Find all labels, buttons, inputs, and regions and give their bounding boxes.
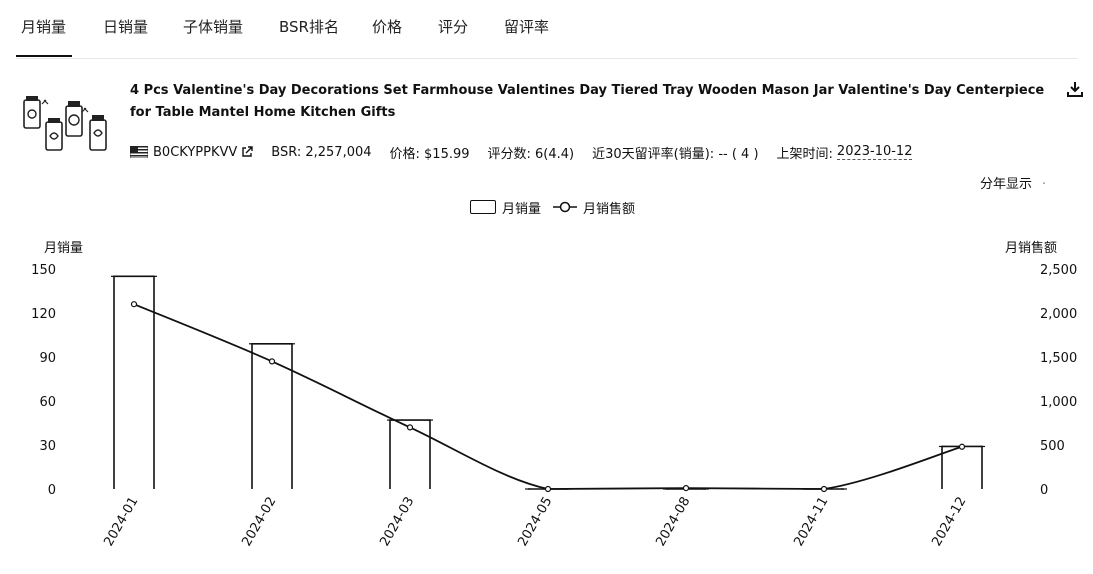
y-right-tick-label: 500: [1040, 439, 1065, 454]
year-toggle-label: 分年显示: [980, 177, 1033, 192]
y-left-tick-label: 120: [31, 307, 56, 322]
x-tick-label: 2024-12: [929, 495, 969, 550]
y-right-tick-label: 2,000: [1040, 307, 1077, 322]
x-tick-label: 2024-08: [653, 495, 693, 550]
line-point: [406, 424, 414, 431]
y-left-tick-label: 60: [39, 395, 56, 410]
line-point: [268, 358, 276, 365]
listed-date-value: 2023-10-12: [836, 144, 913, 160]
bar: [389, 419, 431, 489]
x-tick-label: 2024-02: [239, 495, 279, 550]
listed-date-label: 上架时间:: [776, 146, 833, 162]
y-left-tick-label: 0: [48, 483, 56, 498]
x-tick-label: 2024-01: [101, 495, 141, 550]
y-right-tick-label: 1,000: [1040, 395, 1077, 410]
product-meta-row: B0CKYPPKVV BSR: 2,257,004 价格: $15.99 评分数…: [130, 142, 913, 162]
download-icon[interactable]: [1066, 80, 1084, 98]
bar: [941, 445, 983, 489]
external-link-icon[interactable]: [241, 146, 253, 158]
x-tick-label: 2024-05: [515, 495, 555, 550]
legend-bar-swatch[interactable]: [470, 200, 496, 214]
tab-variant-sales[interactable]: 子体销量: [183, 18, 244, 36]
legend-line-label[interactable]: 月销售额: [583, 201, 636, 217]
review-rate-value: 近30天留评率(销量): -- ( 4 ): [592, 146, 759, 162]
tab-rating[interactable]: 评分: [438, 18, 469, 36]
y-left-tick-label: 150: [31, 263, 56, 278]
tab-bar: 月销量 日销量 子体销量 BSR排名 价格 评分 留评率: [0, 0, 1093, 58]
product-title[interactable]: 4 Pcs Valentine's Day Decorations Set Fa…: [130, 83, 1045, 120]
line-point: [958, 443, 966, 450]
y-axis-right-title: 月销售额: [1005, 241, 1058, 256]
y-right-tick-label: 0: [1040, 483, 1048, 498]
y-axis-left-title: 月销量: [44, 241, 84, 256]
y-left-tick-label: 90: [39, 351, 56, 366]
x-tick-label: 2024-11: [791, 495, 831, 550]
bar: [113, 275, 155, 489]
price-value: 价格: $15.99: [389, 146, 470, 162]
bsr-value: BSR: 2,257,004: [271, 144, 372, 160]
active-tab-indicator: [16, 55, 72, 57]
rating-value: 评分数: 6(4.4): [487, 146, 575, 162]
y-left-tick-label: 30: [39, 439, 56, 454]
tab-monthly-sales[interactable]: 月销量: [21, 18, 67, 36]
tab-review-rate[interactable]: 留评率: [504, 18, 550, 36]
line-point: [682, 485, 690, 492]
line-point: [544, 485, 552, 493]
x-tick-label: 2024-03: [377, 495, 417, 550]
line-point: [820, 485, 828, 493]
legend-bar-label[interactable]: 月销量: [502, 201, 542, 217]
sales-amount-line: [133, 303, 963, 490]
tab-divider: [16, 58, 1077, 59]
asin-link[interactable]: B0CKYPPKVV: [153, 144, 238, 160]
y-right-tick-label: 1,500: [1040, 351, 1077, 366]
line-point: [130, 301, 138, 308]
year-toggle[interactable]: 分年显示 ·: [980, 173, 1046, 192]
product-thumbnail[interactable]: [20, 92, 114, 154]
tab-price[interactable]: 价格: [372, 18, 403, 36]
bar: [251, 343, 293, 489]
tab-daily-sales[interactable]: 日销量: [103, 18, 149, 36]
tab-bsr-rank[interactable]: BSR排名: [279, 18, 339, 36]
year-toggle-indicator: ·: [1042, 177, 1047, 192]
us-flag-icon: [130, 146, 148, 158]
legend-line-swatch[interactable]: [553, 200, 578, 214]
chart-legend: 月销量 月销售额: [470, 198, 647, 217]
y-right-tick-label: 2,500: [1040, 263, 1077, 278]
